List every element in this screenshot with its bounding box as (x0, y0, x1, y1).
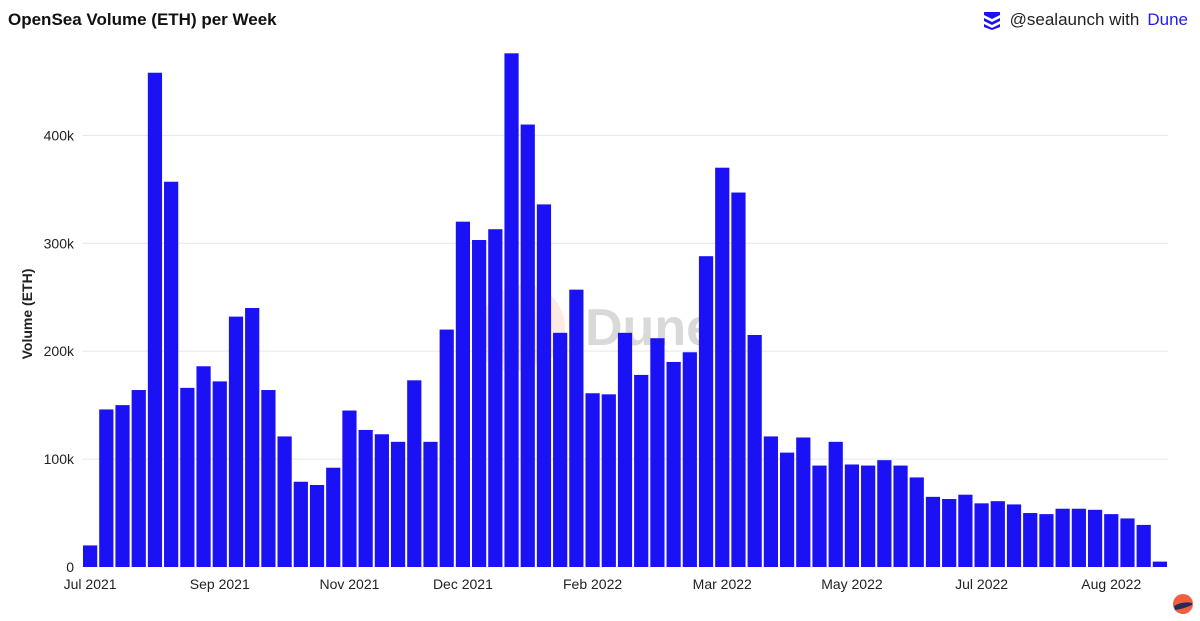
bar[interactable] (698, 256, 714, 567)
y-tick-label: 0 (66, 559, 74, 575)
y-tick-labels: 0 100k 200k 300k 400k (44, 127, 75, 575)
bar[interactable] (553, 332, 568, 567)
x-tick-label: Jul 2022 (955, 576, 1008, 592)
credit-handle: @sealaunch with (1009, 10, 1140, 29)
bar[interactable] (585, 393, 600, 567)
bar[interactable] (796, 437, 811, 568)
bar[interactable] (488, 229, 503, 567)
bar[interactable] (277, 436, 292, 567)
bar[interactable] (342, 410, 357, 567)
bar[interactable] (131, 390, 146, 567)
x-tick-label: Jul 2021 (64, 576, 117, 592)
bar[interactable] (569, 289, 584, 567)
bar[interactable] (1023, 513, 1038, 567)
bar[interactable] (326, 467, 341, 567)
bar[interactable] (1104, 514, 1119, 567)
bars (83, 53, 1167, 568)
bar[interactable] (1006, 504, 1022, 567)
x-tick-label: Dec 2021 (433, 576, 493, 592)
bar[interactable] (779, 452, 795, 567)
bar[interactable] (1136, 524, 1151, 567)
x-tick-label: Mar 2022 (693, 576, 752, 592)
bar[interactable] (536, 204, 552, 567)
bar[interactable] (439, 329, 454, 567)
bar[interactable] (472, 240, 487, 567)
bar[interactable] (1120, 518, 1135, 567)
bar[interactable] (1071, 508, 1086, 567)
bar[interactable] (893, 465, 908, 567)
bar[interactable] (601, 394, 616, 567)
bar[interactable] (455, 221, 471, 568)
bar[interactable] (666, 361, 681, 567)
bar[interactable] (617, 332, 633, 567)
bar[interactable] (990, 501, 1005, 567)
bar[interactable] (196, 366, 211, 567)
bar[interactable] (958, 494, 973, 567)
bar[interactable] (1152, 561, 1167, 567)
bar[interactable] (245, 308, 260, 567)
y-tick-label: 100k (44, 451, 75, 467)
y-tick-label: 300k (44, 235, 75, 251)
bar[interactable] (909, 477, 924, 567)
bar[interactable] (407, 380, 422, 567)
credit[interactable]: @sealaunch with Dune (982, 10, 1188, 30)
bar[interactable] (99, 409, 114, 567)
bar[interactable] (115, 405, 130, 568)
bar[interactable] (504, 53, 519, 567)
bar[interactable] (180, 387, 195, 567)
dune-logo-icon (1173, 594, 1193, 614)
bar[interactable] (942, 499, 957, 567)
chart-title: OpenSea Volume (ETH) per Week (8, 10, 277, 29)
watermark-text: Dune (585, 299, 715, 357)
bar[interactable] (715, 167, 730, 567)
bar[interactable] (763, 436, 778, 567)
bar[interactable] (147, 72, 163, 568)
bar[interactable] (390, 441, 406, 567)
bar[interactable] (812, 465, 827, 567)
bar[interactable] (682, 352, 697, 567)
bar[interactable] (228, 316, 244, 567)
bar[interactable] (293, 481, 308, 567)
credit-brand: Dune (1147, 10, 1188, 29)
bar[interactable] (358, 429, 373, 567)
bar[interactable] (861, 465, 876, 567)
x-tick-label: Sep 2021 (190, 576, 250, 592)
bar[interactable] (423, 441, 438, 567)
bar[interactable] (731, 192, 746, 567)
bar[interactable] (844, 464, 860, 567)
y-tick-label: 200k (44, 343, 75, 359)
bar[interactable] (1039, 514, 1054, 567)
x-tick-labels: Jul 2021 Sep 2021 Nov 2021 Dec 2021 Feb 2022… (64, 576, 1142, 592)
bar[interactable] (261, 390, 276, 567)
x-tick-label: May 2022 (821, 576, 883, 592)
bar[interactable] (877, 460, 892, 567)
y-tick-label: 400k (44, 127, 75, 143)
bar[interactable] (212, 381, 227, 567)
bar[interactable] (634, 374, 649, 567)
bar[interactable] (925, 496, 941, 567)
bar[interactable] (520, 124, 535, 567)
sealaunch-logo-icon (983, 12, 1000, 30)
x-tick-label: Aug 2022 (1081, 576, 1141, 592)
x-tick-label: Nov 2021 (319, 576, 379, 592)
bar[interactable] (747, 334, 762, 567)
bar[interactable] (1087, 509, 1103, 567)
bar[interactable] (309, 484, 325, 567)
bar[interactable] (83, 545, 98, 567)
bar[interactable] (164, 181, 179, 568)
bar[interactable] (1055, 508, 1070, 567)
bar[interactable] (828, 441, 843, 567)
bar[interactable] (974, 503, 989, 567)
bar[interactable] (650, 338, 665, 567)
x-tick-label: Feb 2022 (563, 576, 622, 592)
bar[interactable] (374, 434, 389, 567)
y-axis-label: Volume (ETH) (19, 269, 35, 360)
